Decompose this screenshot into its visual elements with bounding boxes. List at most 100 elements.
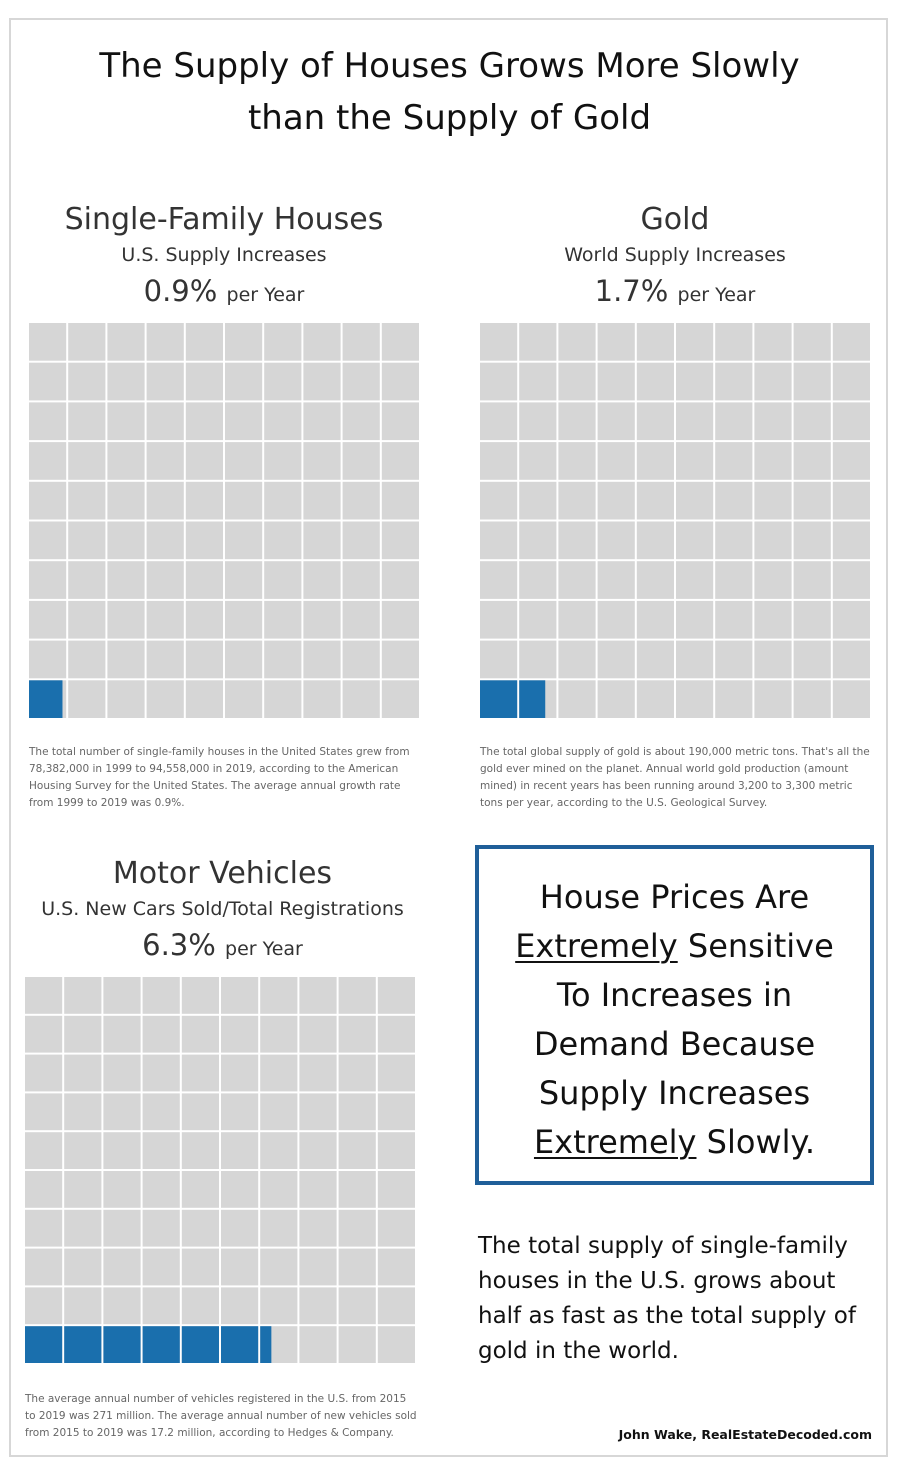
waffle-cell (142, 1015, 180, 1053)
waffle-cell (260, 977, 298, 1014)
waffle-cell (754, 640, 792, 679)
waffle-cell (68, 561, 106, 599)
waffle-cell (303, 561, 341, 599)
waffle-cell (146, 442, 184, 480)
waffle-cell (25, 1015, 63, 1053)
waffle-cell (636, 600, 674, 639)
waffle-cell (142, 1287, 180, 1325)
waffle-cell (377, 1054, 415, 1092)
waffle-cell (225, 561, 263, 599)
waffle-cell (342, 323, 380, 361)
waffle-cell (754, 402, 792, 441)
waffle-cell (221, 1171, 259, 1208)
waffle-cell (68, 481, 106, 520)
waffle-cell-filled (480, 680, 518, 718)
waffle-cell (597, 481, 635, 520)
waffle-cell-filled (29, 680, 63, 718)
waffle-cell (103, 1132, 141, 1169)
waffle-cell (107, 323, 145, 361)
waffle-cell (185, 680, 223, 718)
waffle-cell (636, 680, 674, 718)
waffle-cell (64, 1132, 102, 1169)
waffle-cell (636, 402, 674, 441)
vehicles-chart-subtitle: U.S. New Cars Sold/Total Registrations (41, 898, 404, 920)
waffle-cell (381, 680, 419, 718)
waffle-cell (519, 323, 557, 361)
waffle-cell (299, 1093, 337, 1131)
waffle-cell (103, 977, 141, 1014)
waffle-cell (338, 1171, 376, 1208)
waffle-cell (25, 1093, 63, 1131)
waffle-cell (181, 977, 219, 1014)
waffle-cell (597, 640, 635, 679)
waffle-cell (342, 402, 380, 441)
waffle-cell (754, 561, 792, 599)
waffle-cell (103, 1171, 141, 1208)
waffle-cell (107, 640, 145, 679)
waffle-cell (480, 442, 518, 480)
waffle-cell (377, 1171, 415, 1208)
waffle-cell (832, 481, 870, 520)
waffle-cell (754, 442, 792, 480)
waffle-cell (832, 600, 870, 639)
waffle-cell (185, 600, 223, 639)
waffle-cell (342, 680, 380, 718)
waffle-cell (480, 640, 518, 679)
waffle-cell (676, 442, 714, 480)
waffle-cell (181, 1209, 219, 1247)
waffle-cell (715, 600, 753, 639)
waffle-cell (303, 362, 341, 401)
waffle-cell (558, 481, 596, 520)
waffle-cell (146, 640, 184, 679)
waffle-cell (676, 561, 714, 599)
waffle-cell (103, 1287, 141, 1325)
waffle-cell (715, 323, 753, 361)
waffle-cell (299, 1209, 337, 1247)
waffle-cell (303, 402, 341, 441)
houses-note: The total number of single-family houses… (29, 746, 410, 809)
waffle-cell (146, 561, 184, 599)
waffle-cell (832, 323, 870, 361)
gold-waffle-chart (480, 323, 870, 718)
waffle-cell (558, 323, 596, 361)
waffle-cell (25, 977, 63, 1014)
waffle-cell (715, 521, 753, 560)
waffle-cell (303, 521, 341, 560)
callout-line-6: Extremely Slowly. (533, 1123, 816, 1161)
waffle-cell (225, 362, 263, 401)
waffle-cell (832, 362, 870, 401)
waffle-cell (107, 442, 145, 480)
waffle-cell (676, 521, 714, 560)
waffle-cell (715, 362, 753, 401)
waffle-cell (221, 1015, 259, 1053)
waffle-cell (519, 362, 557, 401)
waffle-cell (832, 402, 870, 441)
waffle-cell (715, 561, 753, 599)
waffle-cell (377, 1015, 415, 1053)
waffle-cell (64, 1054, 102, 1092)
waffle-cell (381, 362, 419, 401)
waffle-cell (338, 1287, 376, 1325)
waffle-cell (221, 1093, 259, 1131)
waffle-cell (299, 1015, 337, 1053)
waffle-cell (754, 362, 792, 401)
waffle-cell (303, 442, 341, 480)
houses-chart-rate: 0.9% per Year (143, 274, 305, 308)
waffle-cell (715, 640, 753, 679)
waffle-cell (793, 521, 831, 560)
waffle-cell (260, 1054, 298, 1092)
gold-chart-subtitle: World Supply Increases (564, 244, 786, 266)
waffle-cell (676, 640, 714, 679)
waffle-cell (225, 640, 263, 679)
houses-waffle-chart (29, 323, 419, 718)
waffle-cell (64, 1209, 102, 1247)
waffle-cell (142, 977, 180, 1014)
waffle-cell-filled (519, 680, 546, 718)
waffle-cell (636, 323, 674, 361)
waffle-cell (715, 481, 753, 520)
waffle-cell (64, 1248, 102, 1286)
waffle-cell (29, 640, 67, 679)
waffle-cell (64, 1287, 102, 1325)
waffle-cell (68, 680, 106, 718)
waffle-cell (221, 1209, 259, 1247)
